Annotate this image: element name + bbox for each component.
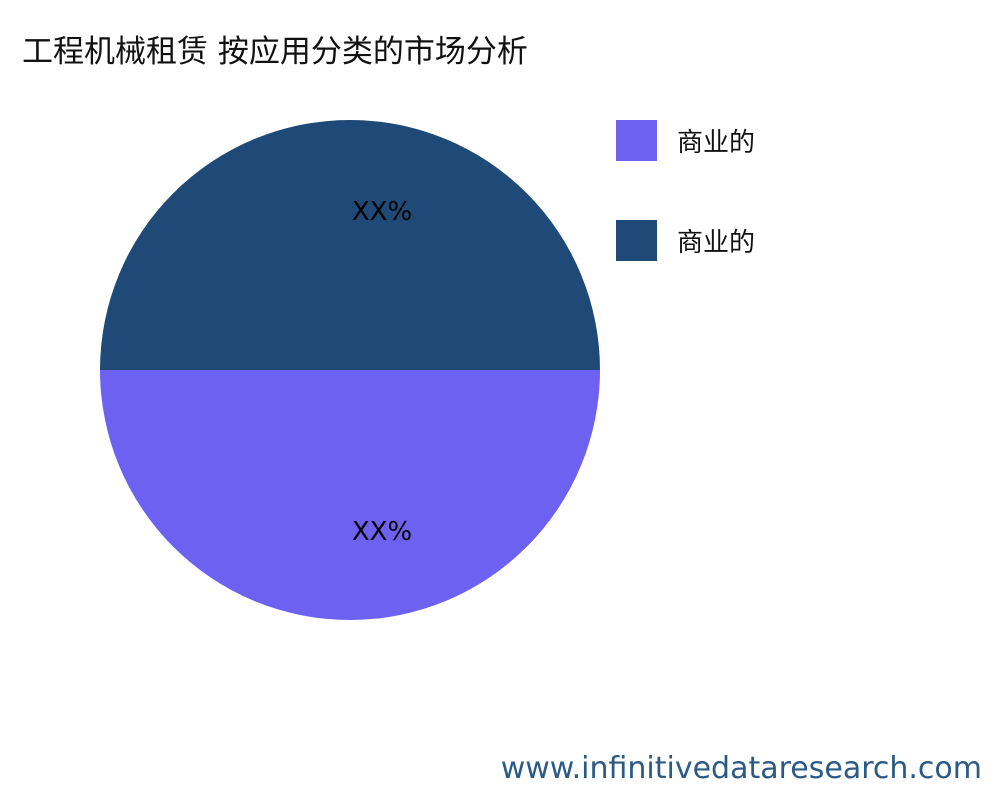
legend-swatch (616, 220, 657, 261)
legend-label: 商业的 (677, 128, 756, 158)
watermark: www.infinitivedataresearch.com (500, 751, 982, 786)
pie-slice (100, 120, 600, 370)
legend-item: 商业的 (616, 120, 755, 161)
data-label: XX% (352, 517, 412, 547)
legend-swatch (616, 120, 657, 161)
chart-title: 工程机械租赁 按应用分类的市场分析 (22, 34, 528, 70)
legend-label: 商业的 (677, 228, 756, 258)
legend-item: 商业的 (616, 220, 755, 261)
pie-slice (100, 370, 600, 620)
data-label: XX% (352, 197, 412, 227)
